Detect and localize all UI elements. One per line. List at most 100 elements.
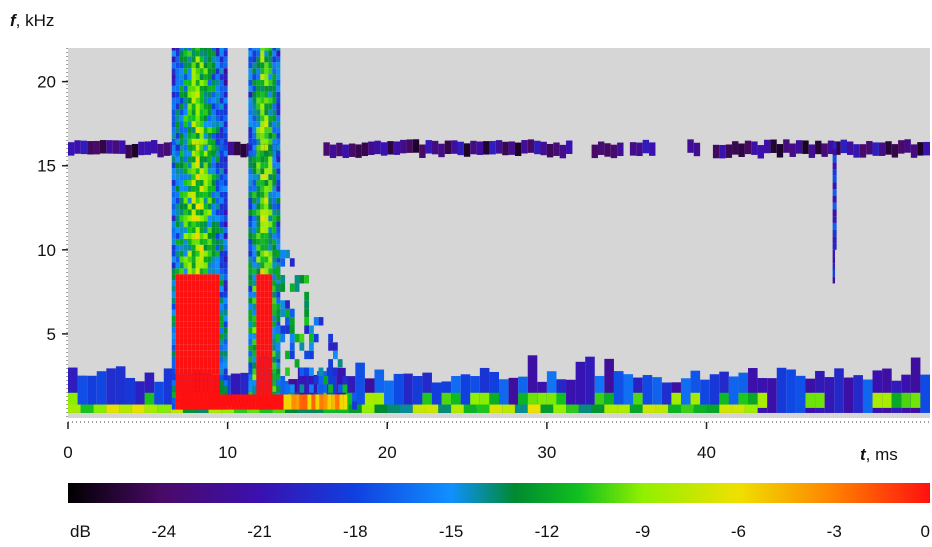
- burst-cell: [179, 79, 184, 86]
- burst-cell: [211, 109, 216, 116]
- burst-cell: [191, 309, 196, 316]
- burst-cell: [203, 315, 208, 322]
- burst-cell: [268, 233, 273, 239]
- burst-cell: [219, 115, 224, 122]
- tone-band-cell: [834, 141, 841, 155]
- burst-cell: [264, 315, 269, 322]
- burst-cell: [248, 221, 253, 228]
- burst-cell: [191, 280, 196, 286]
- burst-cell: [211, 280, 216, 286]
- burst-cell: [260, 285, 265, 292]
- tone-band-cell: [348, 143, 356, 157]
- burst-cell: [272, 180, 277, 186]
- burst-cell: [179, 368, 184, 375]
- burst-cell: [219, 368, 224, 375]
- burst-cell: [175, 238, 180, 245]
- baseline-strip-cell: [668, 404, 681, 413]
- burst-cell: [191, 333, 196, 339]
- decay-cell: [337, 359, 343, 368]
- burst-cell: [248, 386, 253, 392]
- burst-cell: [179, 374, 184, 381]
- burst-cell: [268, 62, 273, 69]
- tone-band-cell: [329, 144, 337, 159]
- burst-cell: [260, 132, 265, 139]
- burst-cell: [260, 185, 265, 192]
- burst-cell: [187, 68, 192, 75]
- burst-cell: [272, 327, 277, 334]
- burst-cell: [276, 56, 281, 63]
- burst-cell: [211, 350, 216, 357]
- decay-cell: [328, 384, 333, 393]
- tone-band-cell: [642, 139, 650, 154]
- decay-cell: [299, 333, 305, 343]
- tone-band-cell: [744, 140, 752, 155]
- burst-cell: [248, 91, 253, 98]
- y-axis-label: f, kHz: [10, 11, 54, 30]
- burst-cell: [215, 203, 220, 210]
- burst-cell: [256, 256, 261, 263]
- burst-cell: [219, 48, 224, 51]
- burst-cell: [276, 162, 281, 169]
- burst-cell: [187, 380, 192, 387]
- burst-cell: [187, 315, 192, 322]
- burst-cell: [264, 156, 269, 163]
- burst-cell: [223, 350, 228, 357]
- burst-cell: [203, 368, 208, 375]
- decay-cell: [299, 275, 305, 284]
- tone-band-cell: [725, 144, 733, 158]
- burst-cell: [179, 291, 184, 298]
- tone-band-cell: [336, 142, 343, 157]
- burst-cell: [187, 62, 192, 69]
- decay-cell: [309, 325, 314, 334]
- burst-cell: [272, 250, 277, 257]
- burst-cell: [260, 103, 265, 110]
- low-band-noise-cell: [795, 375, 806, 413]
- burst-cell: [179, 68, 184, 75]
- burst-cell: [264, 191, 269, 198]
- burst-cell: [223, 356, 228, 363]
- burst-cell: [256, 197, 261, 204]
- burst-cell: [175, 109, 180, 116]
- burst-cell: [187, 56, 192, 63]
- low-band-noise-cell: [230, 373, 241, 413]
- burst-cell: [248, 380, 253, 387]
- decay-cell: [332, 367, 338, 376]
- burst-cell: [195, 256, 200, 263]
- burst-cell: [207, 338, 212, 345]
- burst-cell: [187, 138, 192, 145]
- burst-cell: [256, 268, 261, 275]
- burst-cell: [264, 227, 269, 233]
- burst-cell: [276, 74, 281, 80]
- burst-cell: [268, 256, 273, 263]
- burst-cell: [195, 386, 200, 392]
- burst-cell: [183, 144, 188, 151]
- low-band-noise-cell: [364, 392, 375, 408]
- burst-cell: [199, 203, 204, 210]
- baseline-strip-cell: [719, 404, 733, 413]
- burst-cell: [252, 333, 257, 339]
- burst-cell: [219, 221, 224, 228]
- low-band-noise-cell: [451, 392, 461, 408]
- burst-cell: [199, 274, 204, 281]
- burst-cell: [203, 144, 208, 151]
- burst-cell: [219, 50, 224, 57]
- burst-cell: [203, 56, 208, 63]
- low-band-noise-cell: [738, 392, 749, 408]
- burst-cell: [191, 262, 196, 269]
- burst-cell: [211, 162, 216, 169]
- burst-cell: [272, 48, 277, 51]
- burst-cell: [256, 68, 261, 75]
- decay-cell: [285, 308, 290, 318]
- burst-cell: [187, 91, 192, 98]
- burst-cell: [264, 138, 269, 145]
- burst-cell: [272, 386, 277, 392]
- burst-cell: [256, 333, 261, 339]
- burst-cell: [260, 250, 265, 257]
- burst-cell: [260, 362, 265, 369]
- burst-cell: [207, 356, 212, 363]
- tone-band-cell: [898, 140, 905, 154]
- burst-cell: [211, 174, 216, 181]
- burst-cell: [223, 338, 228, 345]
- burst-cell: [276, 91, 281, 98]
- burst-cell: [272, 150, 277, 157]
